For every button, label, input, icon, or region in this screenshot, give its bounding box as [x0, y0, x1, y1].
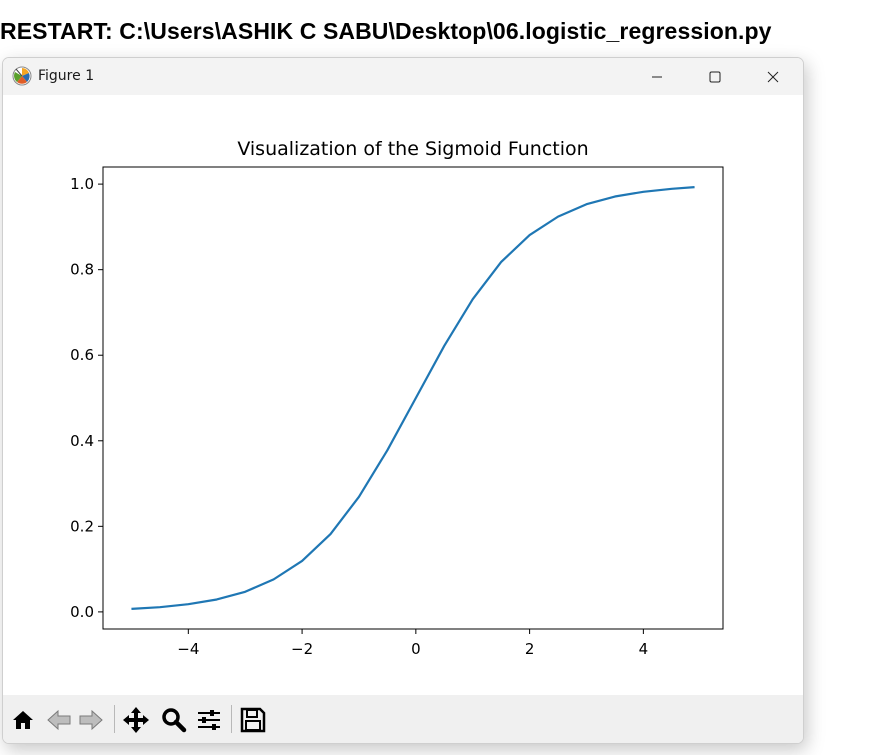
- x-axis: −4 −2 0 2 4: [177, 629, 648, 658]
- zoom-button[interactable]: [159, 705, 189, 735]
- maximize-button[interactable]: [686, 58, 744, 95]
- home-icon: [13, 711, 33, 729]
- figure-window: Figure 1 Visualization of the Sigmoid Fu…: [2, 57, 804, 744]
- pan-icon: [123, 707, 149, 733]
- forward-button[interactable]: [76, 705, 106, 735]
- chart-title: Visualization of the Sigmoid Function: [237, 138, 588, 160]
- maximize-icon: [709, 71, 721, 82]
- x-tick-label: −2: [291, 640, 313, 658]
- y-axis: 0.0 0.2 0.4 0.6 0.8 1.0: [70, 175, 103, 621]
- save-button[interactable]: [238, 705, 268, 735]
- window-title: Figure 1: [38, 68, 95, 84]
- matplotlib-icon: [12, 66, 32, 86]
- y-tick-label: 0.6: [70, 346, 94, 364]
- close-button[interactable]: [744, 58, 802, 95]
- console-restart-line: RESTART: C:\Users\ASHIK C SABU\Desktop\0…: [0, 18, 772, 44]
- minimize-icon: [652, 76, 662, 77]
- y-tick-label: 0.0: [70, 603, 94, 621]
- save-icon: [240, 707, 266, 733]
- plot-frame: [102, 166, 724, 630]
- y-tick-label: 1.0: [70, 175, 94, 193]
- zoom-icon: [162, 708, 187, 733]
- back-button[interactable]: [44, 705, 74, 735]
- y-tick-label: 0.4: [70, 432, 94, 450]
- sigmoid-line: [131, 186, 695, 610]
- x-tick-label: 0: [411, 640, 421, 658]
- configure-subplots-icon: [198, 710, 220, 730]
- y-tick-label: 0.8: [70, 261, 94, 279]
- navigation-toolbar: [3, 695, 803, 743]
- close-icon: [767, 71, 779, 82]
- x-tick-label: 2: [525, 640, 535, 658]
- y-tick-label: 0.2: [70, 517, 94, 535]
- minimize-button[interactable]: [628, 58, 686, 95]
- back-icon: [47, 709, 71, 731]
- toolbar-separator: [231, 705, 232, 733]
- configure-subplots-button[interactable]: [194, 705, 224, 735]
- home-button[interactable]: [8, 705, 38, 735]
- sigmoid-chart: Visualization of the Sigmoid Function 0.…: [70, 138, 724, 658]
- forward-icon: [79, 709, 103, 731]
- toolbar-separator: [114, 705, 115, 733]
- pan-button[interactable]: [121, 705, 151, 735]
- x-tick-label: −4: [177, 640, 199, 658]
- title-bar[interactable]: Figure 1: [3, 58, 803, 95]
- x-tick-label: 4: [639, 640, 649, 658]
- figure-canvas[interactable]: Visualization of the Sigmoid Function 0.…: [3, 95, 803, 695]
